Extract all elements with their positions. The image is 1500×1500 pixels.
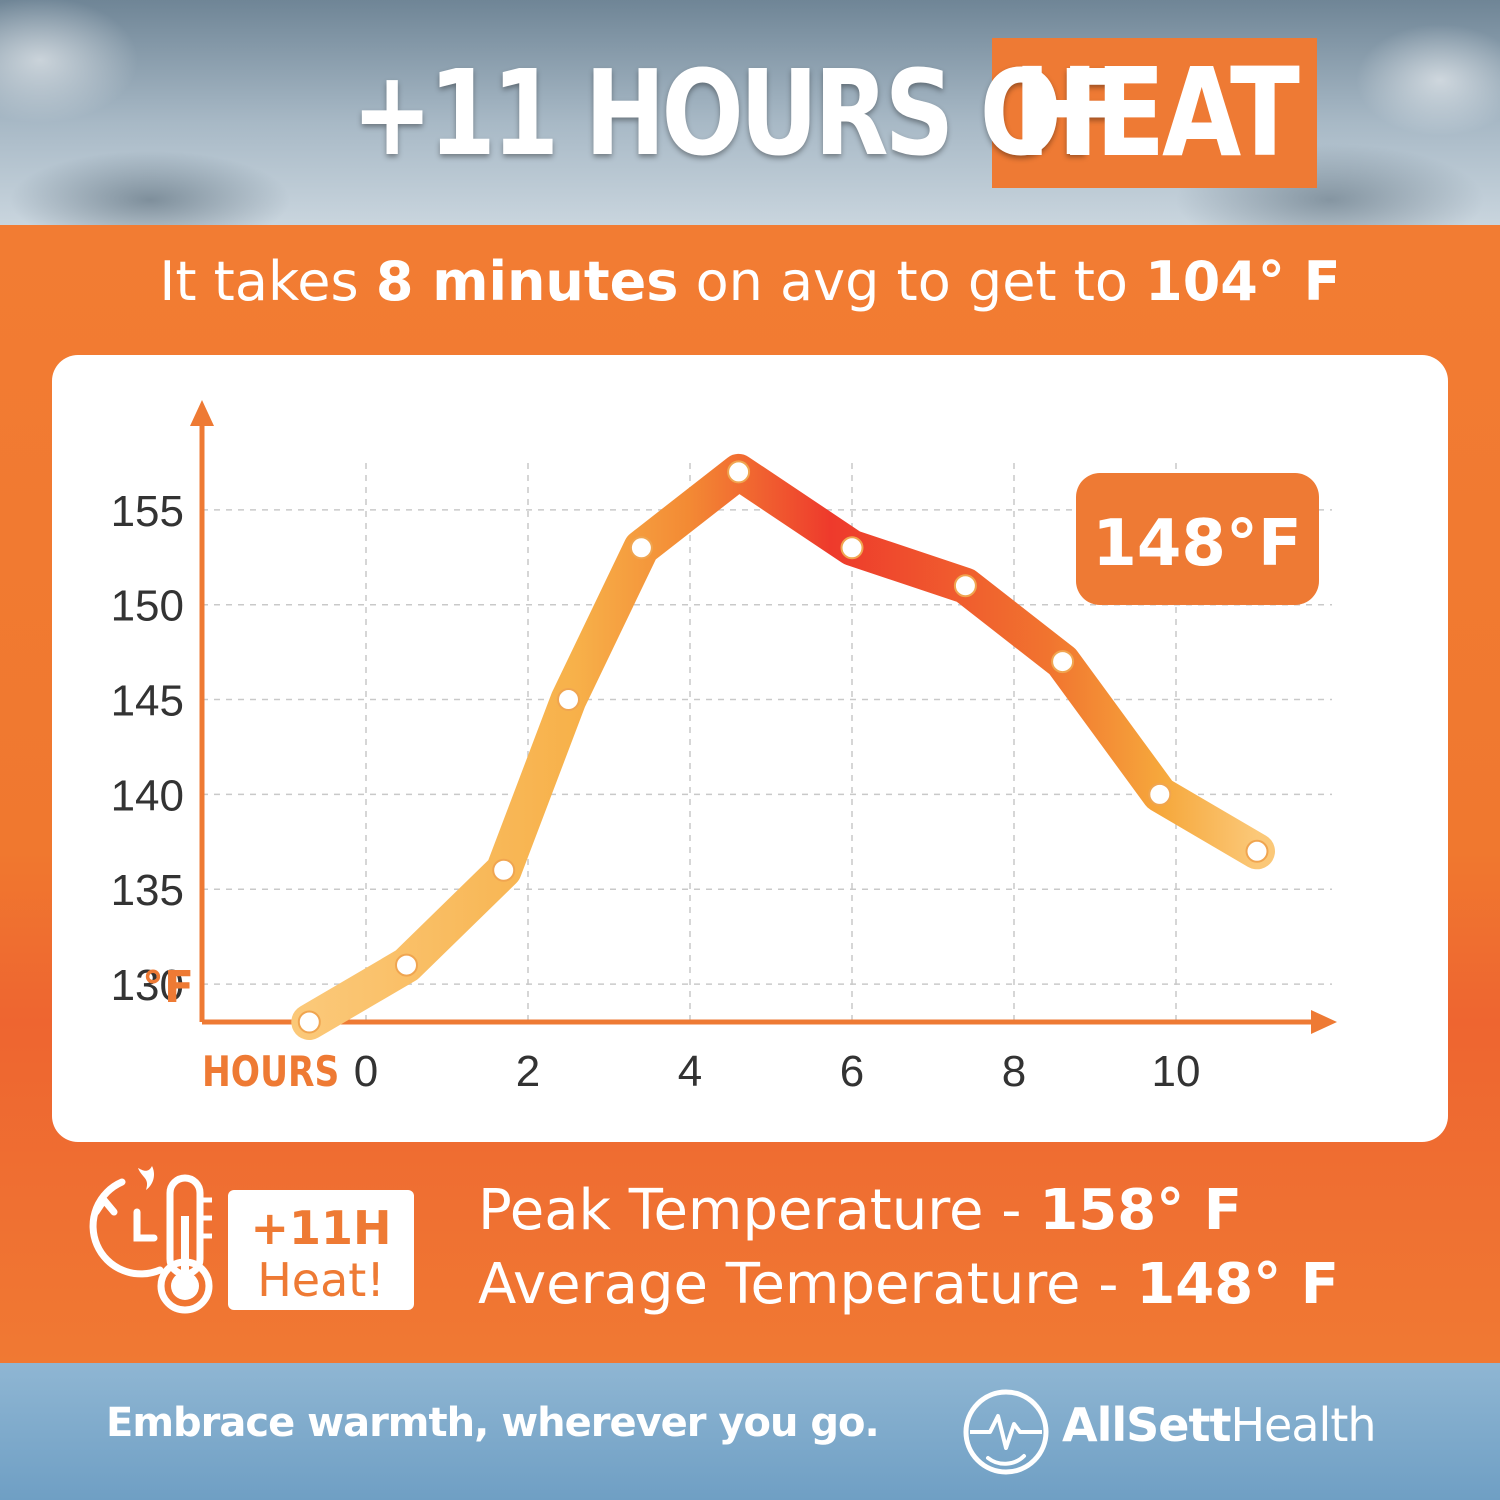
y-tick-label: 155 [111,487,184,536]
x-tick-label: 4 [678,1047,702,1096]
subtitle-middle: on avg to get to [678,250,1146,313]
brand-bold: AllSett [1062,1398,1231,1452]
snow-footer-band [0,1363,1500,1500]
y-axis-arrow [190,400,214,426]
peak-value: 158° F [1039,1178,1242,1243]
average-callout-label: 148°F [1092,507,1301,581]
data-point [297,1010,321,1034]
data-point [1051,650,1075,674]
data-point [395,953,418,977]
average-label: Average Temperature - [478,1252,1137,1317]
brand-name: AllSettHealth [1062,1398,1377,1452]
data-point [727,460,751,484]
y-tick-label: 145 [111,677,184,726]
x-axis-arrow [1311,1010,1337,1034]
subtitle-temperature: 104° F [1145,250,1341,313]
headline-highlight-box: HEAT [991,38,1318,188]
y-tick-label: 135 [111,866,184,915]
x-tick-label: 8 [1002,1047,1026,1096]
headline-text: +11 HOURS OF [351,44,1123,182]
data-point [1245,839,1269,863]
peak-temperature: Peak Temperature - 158° F [478,1174,1478,1248]
data-point [629,536,653,560]
y-axis-unit: °F [142,962,194,1013]
stats-block: Peak Temperature - 158° F Average Temper… [478,1174,1478,1322]
thermometer-clock-icon: +11H Heat! [89,1166,414,1314]
y-tick-label: 130 [111,961,184,1010]
subtitle-prefix: It takes [159,250,376,313]
x-axis-unit: HOURS [202,1048,339,1097]
y-tick-label: 140 [111,771,184,820]
heart-hand-logo-icon [963,1389,1049,1475]
data-point [1148,782,1172,806]
badge-box [228,1190,414,1310]
x-tick-label: 0 [354,1047,378,1096]
tagline: Embrace warmth, wherever you go. [106,1400,880,1446]
data-point [840,536,864,560]
data-point [492,858,516,882]
x-tick-label: 2 [516,1047,540,1096]
average-callout-box [1076,473,1319,605]
subtitle-duration: 8 minutes [375,250,679,313]
data-point [953,574,977,598]
headline-highlight-text: HEAT [1012,42,1300,184]
average-value: 148° F [1136,1252,1339,1317]
badge-line2: Heat! [257,1253,385,1307]
y-tick-label: 150 [111,582,184,631]
chart-card: 0 2 4 6 8 10 155 150 145 140 135 130 °F HOURS 148°F [52,355,1448,1142]
average-temperature: Average Temperature - 148° F [478,1248,1478,1322]
x-tick-label: 6 [840,1047,864,1096]
peak-label: Peak Temperature - [478,1178,1040,1243]
headline: +11 HOURS OF HEAT [0,28,1500,198]
data-point [557,688,580,712]
x-tick-label: 10 [1152,1047,1201,1096]
badge-line1: +11H [250,1201,391,1255]
subtitle: It takes 8 minutes on avg to get to 104°… [0,250,1500,313]
brand-regular: Health [1230,1398,1376,1452]
